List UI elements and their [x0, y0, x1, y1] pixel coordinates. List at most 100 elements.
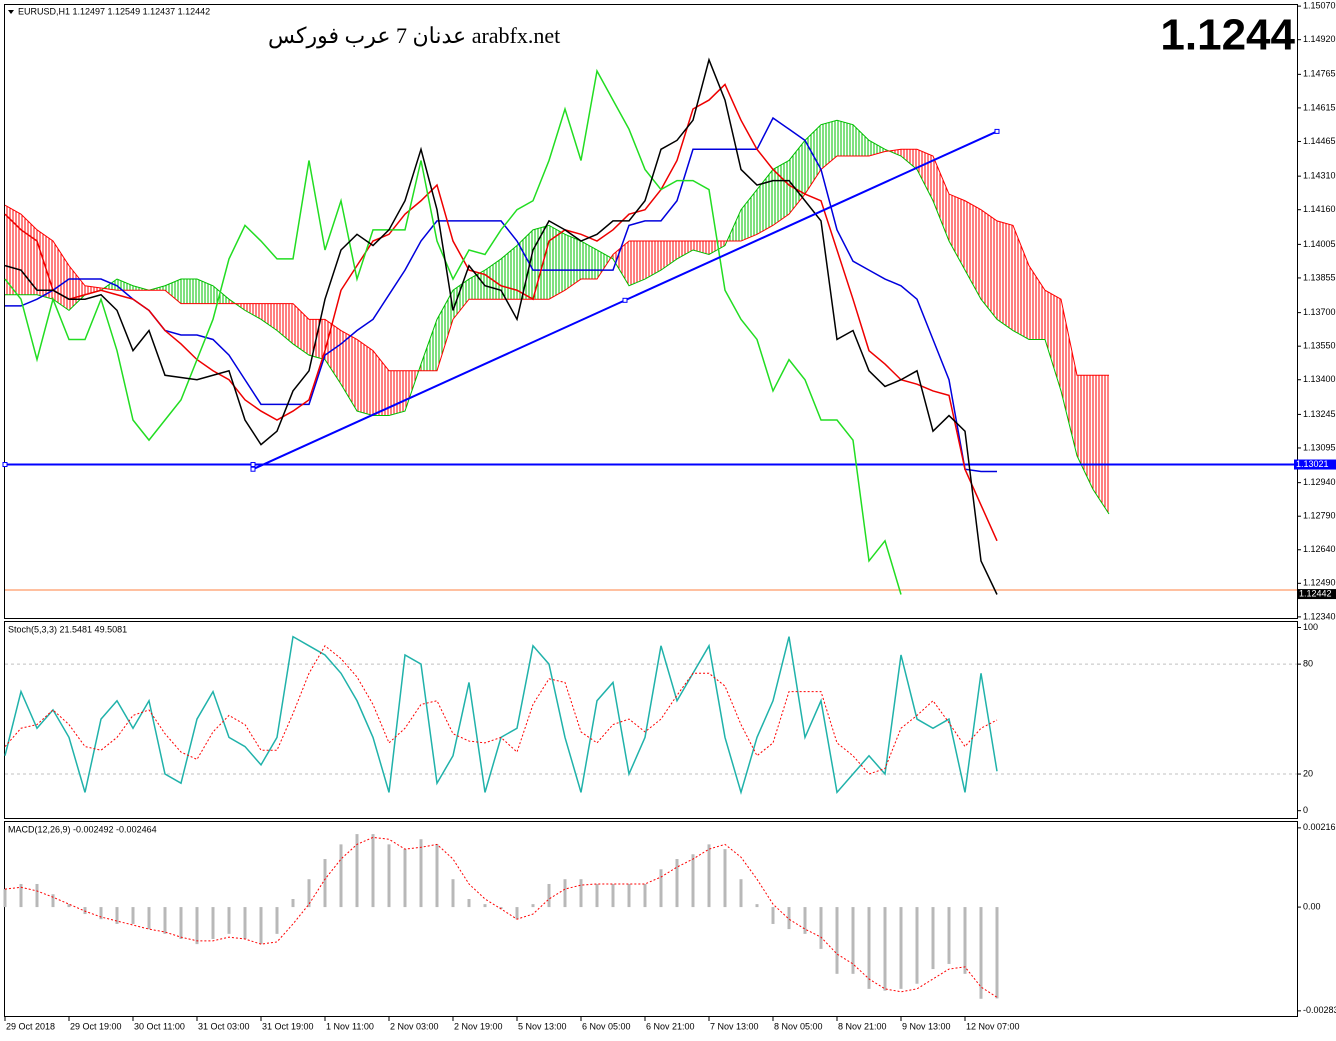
cloud-fill	[453, 279, 469, 320]
y-tick-label: 1.13550	[1303, 341, 1336, 351]
histogram-bar	[771, 907, 775, 924]
x-tick-label: 29 Oct 2018	[6, 1021, 55, 1031]
histogram-bar	[323, 859, 327, 908]
histogram-bar	[227, 907, 231, 934]
cloud-fill	[165, 279, 181, 304]
histogram-bar	[835, 907, 839, 974]
histogram-bar	[163, 907, 167, 934]
cloud-fill	[421, 319, 437, 371]
histogram-bar	[819, 907, 823, 949]
series-line	[4, 836, 998, 998]
histogram-bar	[899, 907, 903, 989]
y-tick-label: 100	[1303, 622, 1318, 632]
x-tick-label: 6 Nov 05:00	[582, 1021, 631, 1031]
plot-layer	[3, 834, 999, 999]
line-handle	[250, 466, 256, 472]
cloud-fill	[805, 124, 821, 195]
cloud-fill	[293, 303, 309, 356]
y-tick-label: 1.12640	[1303, 544, 1336, 554]
price-panel-frame	[4, 4, 1298, 619]
histogram-bar	[291, 899, 295, 908]
plot-layer	[4, 635, 1297, 796]
y-tick-label: 1.13095	[1303, 442, 1336, 452]
series-line	[4, 68, 902, 595]
y-tick-label: 1.12490	[1303, 578, 1336, 588]
histogram-bar	[435, 844, 439, 908]
cloud-fill	[1061, 299, 1077, 456]
histogram-bar	[691, 854, 695, 908]
line-handle	[622, 297, 628, 303]
histogram-bar	[947, 907, 951, 964]
cloud-fill	[869, 140, 885, 157]
series-line	[5, 116, 997, 473]
price-box-label: 1.13021	[1296, 459, 1329, 469]
x-tick-label: 1 Nov 11:00	[326, 1021, 374, 1031]
y-tick-label: 80	[1303, 659, 1313, 669]
histogram-bar	[755, 904, 759, 908]
histogram-bar	[451, 879, 455, 908]
y-tick-label: -0.00283	[1303, 1005, 1336, 1015]
y-tick-label: 1.14160	[1303, 204, 1336, 214]
histogram-bar	[643, 883, 647, 908]
x-tick-label: 12 Nov 07:00	[966, 1021, 1020, 1031]
cloud-fill	[549, 225, 565, 300]
cloud-fill	[613, 241, 629, 286]
histogram-bar	[307, 879, 311, 908]
cloud-fill	[1013, 225, 1029, 340]
histogram-bar	[19, 883, 23, 908]
histogram-bar	[483, 904, 487, 908]
price-big: 1.1244	[1160, 11, 1295, 60]
histogram-bar	[339, 844, 343, 908]
last-price-box	[1297, 589, 1336, 600]
histogram-bar	[595, 883, 599, 908]
cloud-fill	[213, 285, 229, 304]
cloud-fill	[741, 189, 757, 242]
cloud-fill	[837, 120, 853, 157]
cloud-fill	[1077, 375, 1093, 490]
series-line	[4, 645, 998, 775]
histogram-bar	[371, 834, 375, 908]
y-tick-label: 1.12940	[1303, 477, 1336, 487]
cloud-fill	[997, 220, 1013, 331]
y-tick-label: 0	[1303, 805, 1308, 815]
x-tick-label: 5 Nov 13:00	[518, 1021, 567, 1031]
histogram-bar	[67, 904, 71, 908]
histogram-bar	[659, 869, 663, 908]
histogram-bar	[611, 883, 615, 908]
x-tick-label: 9 Nov 13:00	[902, 1021, 951, 1031]
histogram-bar	[195, 907, 199, 945]
histogram-bar	[275, 907, 279, 934]
cloud-fill	[309, 319, 325, 360]
cloud-fill	[565, 234, 581, 291]
histogram-bar	[3, 889, 7, 908]
y-tick-label: 1.12790	[1303, 511, 1336, 521]
x-tick-label: 8 Nov 21:00	[838, 1021, 887, 1031]
histogram-bar	[419, 839, 423, 908]
last-price-label: 1.12442	[1299, 588, 1332, 598]
line-handle	[994, 128, 1000, 134]
histogram-bar	[563, 879, 567, 908]
y-tick-label: 1.13855	[1303, 272, 1336, 282]
cloud-fill	[1045, 290, 1061, 391]
histogram-bar	[387, 844, 391, 908]
x-tick-label: 31 Oct 19:00	[262, 1021, 314, 1031]
histogram-bar	[723, 849, 727, 908]
histogram-bar	[931, 907, 935, 970]
cloud-fill	[85, 285, 101, 295]
macd-panel-frame	[4, 821, 1298, 1017]
y-tick-label: 20	[1303, 768, 1313, 778]
cloud-fill	[773, 160, 789, 226]
y-tick-label: 1.13700	[1303, 307, 1336, 317]
cloud-fill	[757, 169, 773, 235]
histogram-bar	[707, 844, 711, 908]
cloud-fill	[1093, 375, 1109, 514]
cloud-fill	[389, 370, 405, 416]
histogram-bar	[915, 907, 919, 984]
histogram-bar	[803, 907, 807, 934]
cloud-fill	[693, 241, 709, 255]
histogram-bar	[579, 879, 583, 908]
panel-title: MACD(12,26,9) -0.002492 -0.002464	[8, 824, 157, 834]
histogram-bar	[787, 907, 791, 930]
